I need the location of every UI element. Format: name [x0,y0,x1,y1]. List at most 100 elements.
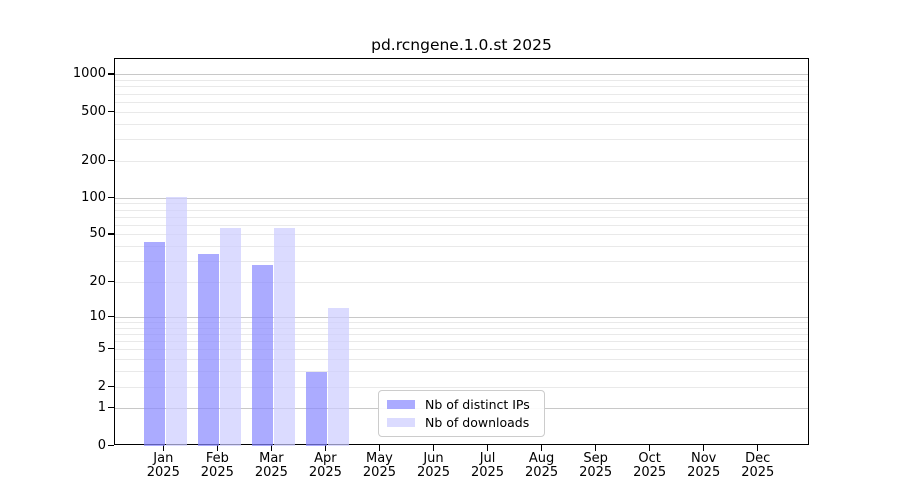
x-tick-year: 2025 [254,465,288,480]
x-tick-year: 2025 [470,465,505,480]
major-gridline [115,74,808,76]
minor-gridline [115,123,808,125]
minor-gridline [115,327,808,329]
x-tick-year: 2025 [362,465,396,480]
x-tick-month: Sep [583,451,608,466]
x-tick [324,445,326,451]
x-tick [216,445,218,451]
minor-gridline [115,321,808,323]
y-tick [108,315,114,317]
minor-gridline [115,139,808,141]
minor-gridline [115,216,808,218]
x-tick [486,445,489,451]
y-tick-label: 50 [89,226,106,242]
x-tick-month: May [366,451,393,466]
y-tick-label: 2 [97,378,106,394]
y-tick [108,281,114,283]
x-tick [378,445,381,451]
x-tick-month: Dec [745,451,771,466]
bar-distinct-ips-mar [252,265,274,446]
minor-gridline [115,349,808,351]
major-gridline [115,197,808,199]
minor-gridline [115,261,808,263]
x-tick-month: Aug [528,451,555,466]
x-tick-label-dec: Dec 2025 [730,452,786,480]
x-tick-year: 2025 [416,465,451,480]
x-tick-month: Apr [314,451,337,466]
x-tick-month: Jan [153,451,174,466]
bar-downloads-jan [165,197,187,446]
x-tick [540,445,543,451]
y-tick-label: 100 [81,189,106,205]
x-tick-label-nov: Nov 2025 [676,452,732,480]
x-tick-month: Mar [259,451,284,466]
minor-gridline [115,341,808,342]
legend-label-downloads: Nb of downloads [425,415,530,431]
y-tick [108,385,114,387]
bar-downloads-mar [273,227,295,446]
minor-gridline [115,246,808,248]
legend-label-distinct-ips: Nb of distinct IPs [425,396,530,412]
y-tick-label: 0 [97,437,106,453]
chart-title: pd.rcngene.1.0.st 2025 [371,36,552,54]
minor-gridline [115,86,808,88]
x-tick-label-sep: Sep 2025 [568,452,624,480]
y-tick [108,444,114,446]
plot-area [114,58,809,446]
minor-gridline [115,359,808,361]
minor-gridline [115,371,808,373]
x-tick-year: 2025 [146,465,180,480]
x-tick-year: 2025 [687,465,721,480]
bar-distinct-ips-feb [198,253,220,446]
legend-swatch-distinct-ips [387,399,415,409]
minor-gridline [115,209,808,211]
legend-item-distinct-ips: Nb of distinct IPs [387,397,536,412]
x-tick-year: 2025 [741,465,775,480]
x-tick-year: 2025 [308,465,342,480]
x-tick-year: 2025 [525,465,559,480]
y-tick-label: 5 [97,341,106,357]
x-tick-label-oct: Oct 2025 [622,452,678,480]
y-tick [108,348,114,350]
y-tick-label: 500 [81,103,106,119]
x-tick-label-feb: Feb 2025 [189,452,245,480]
minor-gridline [115,101,808,103]
major-gridline [115,316,808,318]
minor-gridline [115,386,808,388]
y-tick [108,196,114,198]
x-tick-month: Jun [423,451,444,466]
x-tick-label-jan: Jan 2025 [135,452,191,480]
x-tick-label-aug: Aug 2025 [514,452,570,480]
bar-distinct-ips-jan [144,241,166,446]
y-tick-label: 1 [97,400,106,416]
x-tick [162,445,164,451]
x-tick [703,445,705,451]
x-tick [432,445,435,451]
y-tick-label: 200 [81,152,106,168]
legend-swatch-downloads [387,418,415,428]
y-tick [108,407,114,409]
x-tick [270,445,272,451]
x-tick-year: 2025 [200,465,234,480]
legend-item-downloads: Nb of downloads [387,415,536,430]
bar-distinct-ips-apr [306,371,328,446]
bar-downloads-feb [219,227,241,446]
minor-gridline [115,333,808,335]
y-tick [108,110,114,112]
x-tick-month: Feb [205,451,229,466]
x-tick-month: Nov [691,451,717,466]
y-tick [108,159,114,161]
x-tick-label-mar: Mar 2025 [243,452,299,480]
x-tick [649,445,651,451]
minor-gridline [115,111,808,113]
x-tick [757,445,759,451]
x-tick-label-jul: Jul 2025 [460,452,516,480]
y-tick-label: 1000 [72,66,106,82]
x-tick-label-may: May 2025 [351,452,407,480]
minor-gridline [115,160,808,162]
x-tick [595,445,597,451]
x-tick-month: Oct [638,451,661,466]
y-tick-label: 10 [89,308,106,324]
minor-gridline [115,224,808,226]
y-tick [108,73,114,75]
